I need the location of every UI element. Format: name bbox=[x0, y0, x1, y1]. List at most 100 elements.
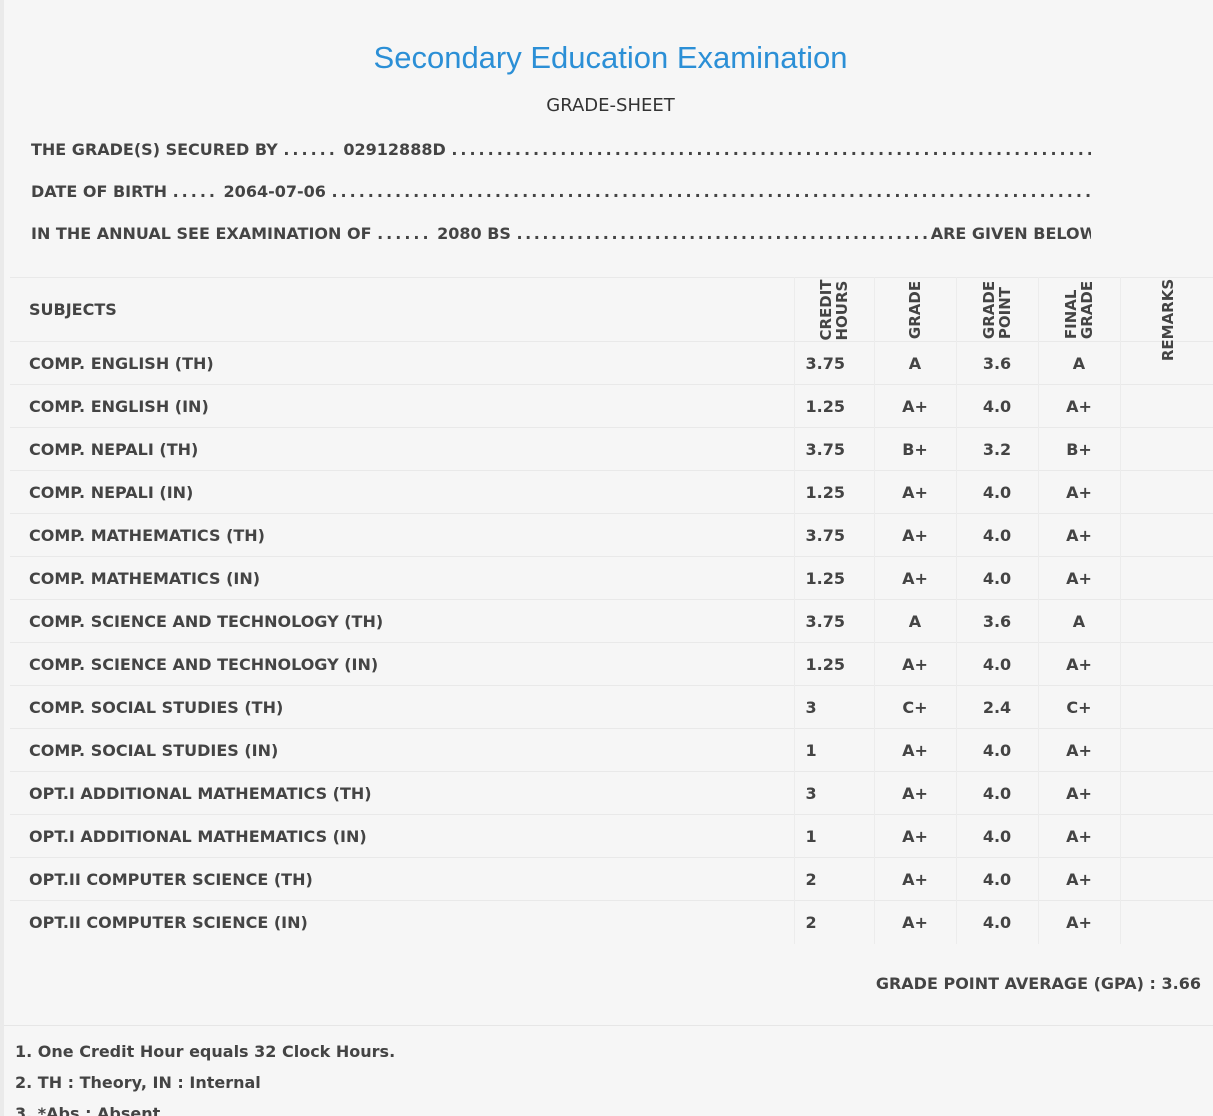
note-item: 1. One Credit Hour equals 32 Clock Hours… bbox=[15, 1042, 396, 1061]
remarks-cell bbox=[1120, 771, 1213, 815]
subject-cell: COMP. ENGLISH (IN) bbox=[10, 384, 795, 428]
final-grade-cell: A+ bbox=[1038, 900, 1121, 944]
credit-hours-cell: 3 bbox=[794, 771, 875, 815]
grade-point-cell: 3.6 bbox=[956, 341, 1039, 385]
grade-cell: B+ bbox=[874, 427, 957, 471]
table-row: COMP. NEPALI (TH) 3.75 B+ 3.2 B+ bbox=[10, 427, 1213, 471]
grade-point-cell: 4.0 bbox=[956, 814, 1039, 858]
remarks-cell bbox=[1120, 556, 1213, 600]
subject-cell: COMP. MATHEMATICS (IN) bbox=[10, 556, 795, 600]
secured-by-line: THE GRADE(S) SECURED BY ...... 02912888D… bbox=[31, 140, 1091, 159]
final-grade-cell: B+ bbox=[1038, 427, 1121, 471]
credit-hours-header-line1: CREDIT bbox=[817, 278, 835, 341]
table-row: COMP. SOCIAL STUDIES (IN) 1 A+ 4.0 A+ bbox=[10, 728, 1213, 772]
credit-hours-header-line2: HOURS bbox=[833, 280, 851, 341]
remarks-header: REMARKS bbox=[1120, 277, 1213, 361]
credit-hours-cell: 1 bbox=[794, 728, 875, 772]
table-row: COMP. SCIENCE AND TECHNOLOGY (IN) 1.25 A+ 4… bbox=[10, 642, 1213, 686]
credit-hours-cell: 1.25 bbox=[794, 470, 875, 514]
subject-cell: COMP. SCIENCE AND TECHNOLOGY (IN) bbox=[10, 642, 795, 686]
grade-point-cell: 4.0 bbox=[956, 384, 1039, 428]
secured-by-label: THE GRADE(S) SECURED BY bbox=[31, 140, 278, 159]
grade-cell: A+ bbox=[874, 513, 957, 557]
final-grade-cell: A bbox=[1038, 599, 1121, 643]
section-divider bbox=[4, 1025, 1213, 1026]
grade-rows: COMP. ENGLISH (TH) 3.75 A 3.6 A COMP. ENGLISH… bbox=[10, 341, 1213, 944]
remarks-cell bbox=[1120, 685, 1213, 729]
table-row: OPT.I ADDITIONAL MATHEMATICS (IN) 1 A+ 4.0 A… bbox=[10, 814, 1213, 858]
grade-cell: A+ bbox=[874, 384, 957, 428]
credit-hours-cell: 3.75 bbox=[794, 427, 875, 471]
grade-cell: A+ bbox=[874, 728, 957, 772]
final-grade-header-line1: FINAL bbox=[1062, 289, 1080, 339]
grade-point-cell: 4.0 bbox=[956, 470, 1039, 514]
table-row: COMP. NEPALI (IN) 1.25 A+ 4.0 A+ bbox=[10, 470, 1213, 514]
remarks-cell bbox=[1120, 728, 1213, 772]
credit-hours-cell: 1.25 bbox=[794, 642, 875, 686]
page-title: Secondary Education Examination bbox=[373, 40, 848, 75]
grade-cell: A+ bbox=[874, 642, 957, 686]
dot-leader: ........................................… bbox=[516, 224, 931, 243]
final-grade-header: FINAL GRADE bbox=[1038, 277, 1121, 342]
table-row: COMP. ENGLISH (IN) 1.25 A+ 4.0 A+ bbox=[10, 384, 1213, 428]
table-row: OPT.I ADDITIONAL MATHEMATICS (TH) 3 A+ 4.0 A… bbox=[10, 771, 1213, 815]
final-grade-cell: A+ bbox=[1038, 771, 1121, 815]
final-grade-cell: A+ bbox=[1038, 556, 1121, 600]
subject-cell: OPT.II COMPUTER SCIENCE (TH) bbox=[10, 857, 795, 901]
dot-leader: ..... bbox=[172, 182, 218, 201]
grade-cell: A+ bbox=[874, 900, 957, 944]
subject-cell: COMP. NEPALI (IN) bbox=[10, 470, 795, 514]
table-row: COMP. SOCIAL STUDIES (TH) 3 C+ 2.4 C+ bbox=[10, 685, 1213, 729]
grade-point-cell: 3.6 bbox=[956, 599, 1039, 643]
remarks-cell bbox=[1120, 857, 1213, 901]
subject-cell: OPT.I ADDITIONAL MATHEMATICS (TH) bbox=[10, 771, 795, 815]
subject-cell: COMP. SOCIAL STUDIES (TH) bbox=[10, 685, 795, 729]
given-below-text: ARE GIVEN BELOW . . . bbox=[930, 224, 1091, 243]
note-item: 3. *Abs : Absent bbox=[15, 1104, 161, 1116]
table-row: COMP. MATHEMATICS (IN) 1.25 A+ 4.0 A+ bbox=[10, 556, 1213, 600]
final-grade-cell: A+ bbox=[1038, 728, 1121, 772]
remarks-cell bbox=[1120, 642, 1213, 686]
grade-point-cell: 4.0 bbox=[956, 900, 1039, 944]
exam-year: 2080 BS bbox=[437, 224, 511, 243]
credit-hours-cell: 3 bbox=[794, 685, 875, 729]
remarks-cell bbox=[1120, 513, 1213, 557]
subject-cell: OPT.II COMPUTER SCIENCE (IN) bbox=[10, 900, 795, 944]
table-header-row: SUBJECTS CREDIT HOURS GRADE GRADE POINT … bbox=[10, 277, 1213, 361]
final-grade-cell: A bbox=[1038, 341, 1121, 385]
grade-cell: A+ bbox=[874, 814, 957, 858]
grade-point-header-line2: POINT bbox=[996, 286, 1014, 339]
remarks-cell bbox=[1120, 599, 1213, 643]
remarks-cell bbox=[1120, 427, 1213, 471]
subject-cell: OPT.I ADDITIONAL MATHEMATICS (IN) bbox=[10, 814, 795, 858]
subject-cell: COMP. ENGLISH (TH) bbox=[10, 341, 795, 385]
remarks-cell bbox=[1120, 900, 1213, 944]
final-grade-cell: A+ bbox=[1038, 470, 1121, 514]
grade-point-header-line1: GRADE bbox=[980, 280, 998, 339]
dot-leader: ........................................… bbox=[331, 182, 1091, 201]
symbol-number: 02912888D bbox=[343, 140, 446, 159]
grade-point-cell: 2.4 bbox=[956, 685, 1039, 729]
grade-cell: A bbox=[874, 599, 957, 643]
grade-point-cell: 4.0 bbox=[956, 728, 1039, 772]
grade-cell: A+ bbox=[874, 771, 957, 815]
table-row: OPT.II COMPUTER SCIENCE (TH) 2 A+ 4.0 A+ bbox=[10, 857, 1213, 901]
final-grade-cell: C+ bbox=[1038, 685, 1121, 729]
credit-hours-cell: 3.75 bbox=[794, 513, 875, 557]
subject-cell: COMP. SOCIAL STUDIES (IN) bbox=[10, 728, 795, 772]
grade-point-header: GRADE POINT bbox=[956, 277, 1039, 342]
gpa-label: GRADE POINT AVERAGE (GPA) : bbox=[875, 974, 1156, 993]
dob-line: DATE OF BIRTH ..... 2064-07-06 .........… bbox=[31, 182, 1091, 201]
grades-table: SUBJECTS CREDIT HOURS GRADE GRADE POINT … bbox=[10, 277, 1213, 944]
grade-cell: C+ bbox=[874, 685, 957, 729]
exam-label: IN THE ANNUAL SEE EXAMINATION OF bbox=[31, 224, 372, 243]
final-grade-cell: A+ bbox=[1038, 384, 1121, 428]
credit-hours-cell: 3.75 bbox=[794, 341, 875, 385]
grade-point-cell: 4.0 bbox=[956, 513, 1039, 557]
grade-cell: A+ bbox=[874, 470, 957, 514]
exam-line: IN THE ANNUAL SEE EXAMINATION OF ...... … bbox=[31, 224, 1091, 243]
grade-point-cell: 4.0 bbox=[956, 771, 1039, 815]
gpa-summary: GRADE POINT AVERAGE (GPA) : 3.66 bbox=[876, 974, 1201, 993]
page-subtitle: GRADE-SHEET bbox=[546, 95, 675, 116]
